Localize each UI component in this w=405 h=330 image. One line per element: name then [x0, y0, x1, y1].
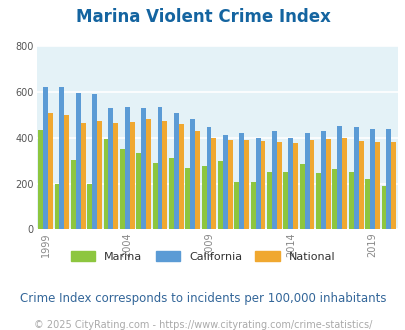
Bar	[348, 172, 353, 229]
Bar	[255, 138, 260, 229]
Text: © 2025 CityRating.com - https://www.cityrating.com/crime-statistics/: © 2025 CityRating.com - https://www.city…	[34, 320, 371, 330]
Bar	[374, 142, 379, 229]
Bar	[381, 186, 386, 229]
Bar	[276, 142, 281, 229]
Bar	[260, 141, 265, 229]
Bar	[108, 108, 113, 229]
Bar	[315, 173, 320, 229]
Bar	[185, 168, 190, 229]
Bar	[390, 142, 395, 229]
Bar	[92, 94, 97, 229]
Bar	[76, 93, 81, 229]
Bar	[217, 161, 222, 229]
Bar	[320, 131, 325, 229]
Bar	[173, 113, 178, 229]
Bar	[168, 158, 173, 229]
Bar	[48, 113, 53, 229]
Bar	[299, 164, 304, 229]
Bar	[271, 131, 276, 229]
Bar	[222, 136, 227, 229]
Bar	[97, 120, 102, 229]
Bar	[103, 139, 108, 229]
Bar	[178, 124, 183, 229]
Bar	[206, 127, 211, 229]
Bar	[113, 123, 118, 229]
Bar	[71, 159, 76, 229]
Bar	[234, 182, 239, 229]
Bar	[157, 107, 162, 229]
Bar	[87, 183, 92, 229]
Bar	[124, 107, 130, 229]
Bar	[141, 108, 146, 229]
Bar	[146, 119, 151, 229]
Bar	[64, 115, 69, 229]
Bar	[266, 172, 271, 229]
Bar	[309, 140, 314, 229]
Bar	[59, 87, 64, 229]
Bar	[38, 130, 43, 229]
Bar	[130, 122, 134, 229]
Bar	[201, 166, 206, 229]
Bar	[136, 153, 141, 229]
Legend: Marina, California, National: Marina, California, National	[70, 251, 335, 262]
Bar	[250, 182, 255, 229]
Bar	[341, 138, 346, 229]
Bar	[369, 129, 374, 229]
Bar	[195, 131, 200, 229]
Bar	[239, 133, 243, 229]
Bar	[364, 179, 369, 229]
Bar	[283, 172, 288, 229]
Text: Crime Index corresponds to incidents per 100,000 inhabitants: Crime Index corresponds to incidents per…	[20, 292, 385, 305]
Bar	[211, 138, 216, 229]
Bar	[292, 144, 297, 229]
Bar	[43, 87, 48, 229]
Bar	[304, 133, 309, 229]
Bar	[190, 119, 195, 229]
Bar	[81, 123, 85, 229]
Bar	[227, 140, 232, 229]
Bar	[325, 139, 330, 229]
Bar	[162, 120, 167, 229]
Bar	[353, 127, 358, 229]
Text: Marina Violent Crime Index: Marina Violent Crime Index	[75, 8, 330, 26]
Bar	[288, 138, 292, 229]
Bar	[332, 169, 337, 229]
Bar	[337, 126, 341, 229]
Bar	[386, 129, 390, 229]
Bar	[358, 141, 362, 229]
Bar	[152, 163, 157, 229]
Bar	[119, 149, 124, 229]
Bar	[54, 183, 59, 229]
Bar	[243, 140, 249, 229]
